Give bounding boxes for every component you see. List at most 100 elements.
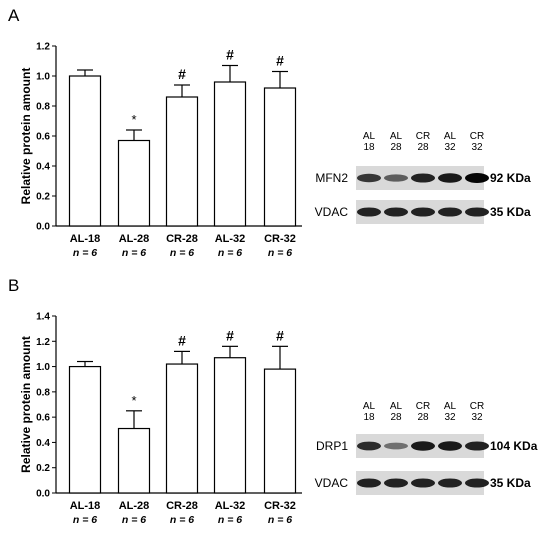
y-tick-label: 1.0 (36, 362, 50, 373)
blot-band (384, 478, 408, 488)
x-category-label: AL-32 (215, 500, 246, 512)
blot-row-label: VDAC (315, 205, 349, 219)
blot-lane-label: 28 (390, 142, 402, 153)
sample-size-label: n = 6 (122, 247, 146, 259)
x-category-label: CR-28 (166, 233, 198, 245)
blot-lane-label: AL (363, 131, 376, 142)
sample-size-label: n = 6 (268, 514, 292, 526)
y-tick-label: 1.4 (36, 312, 50, 323)
y-tick-label: 0.4 (36, 438, 50, 449)
blot-lane-label: 32 (471, 142, 483, 153)
blot-band (465, 478, 489, 488)
bar (117, 427, 151, 494)
significance-star: * (131, 393, 136, 408)
bar (165, 96, 199, 227)
significance-hash: # (276, 327, 284, 343)
blot-lane-label: 32 (444, 412, 456, 423)
blot-row-label: VDAC (315, 476, 349, 490)
blot-lane-label: CR (416, 401, 430, 412)
blot-kda-label: 35 KDa (490, 205, 531, 219)
blot-kda-label: 92 KDa (490, 171, 531, 185)
blot-lane-label: 18 (363, 142, 375, 153)
sample-size-label: n = 6 (73, 247, 97, 259)
sample-size-label: n = 6 (268, 247, 292, 259)
bar (213, 357, 247, 494)
blot-band (357, 441, 381, 451)
significance-hash: # (276, 53, 284, 69)
significance-hash: # (226, 327, 234, 343)
y-tick-label: 0.0 (36, 222, 50, 233)
blot-band (411, 478, 435, 488)
blot-lane-label: AL (390, 131, 403, 142)
blot-lane-label: 18 (363, 412, 375, 423)
blot-lane-label: 28 (417, 142, 429, 153)
y-tick-label: 0.6 (36, 413, 50, 424)
panel-letter-b: B (8, 276, 20, 295)
y-tick-label: 0.0 (36, 489, 50, 500)
y-tick-label: 0.8 (36, 102, 50, 113)
blot-lane-label: CR (416, 131, 430, 142)
blot-lane-label: 28 (417, 412, 429, 423)
y-tick-label: 1.0 (36, 72, 50, 83)
blot-band (438, 441, 462, 451)
blot-band (384, 442, 408, 450)
x-category-label: AL-18 (70, 500, 101, 512)
blot-lane-label: 32 (471, 412, 483, 423)
blot-band (411, 173, 435, 183)
y-tick-label: 0.8 (36, 387, 50, 398)
x-category-label: AL-28 (119, 233, 150, 245)
blot-band (465, 207, 489, 217)
significance-star: * (131, 112, 136, 127)
blot-band (465, 441, 489, 451)
panel-letter-a: A (8, 6, 20, 25)
blot-lane-label: CR (470, 131, 484, 142)
sample-size-label: n = 6 (170, 247, 194, 259)
sample-size-label: n = 6 (218, 514, 242, 526)
x-category-label: CR-32 (264, 233, 296, 245)
sample-size-label: n = 6 (122, 514, 146, 526)
blot-band (465, 173, 489, 183)
sample-size-label: n = 6 (73, 514, 97, 526)
blot-lane-label: AL (390, 401, 403, 412)
blot-band (357, 207, 381, 217)
y-tick-label: 1.2 (36, 337, 50, 348)
blot-band (384, 207, 408, 217)
y-tick-label: 0.2 (36, 192, 50, 203)
blot-row-label: MFN2 (315, 171, 348, 185)
x-category-label: AL-18 (70, 233, 101, 245)
significance-hash: # (178, 66, 186, 82)
blot-band (384, 174, 408, 182)
blot-band (357, 173, 381, 183)
blot-band (438, 173, 462, 183)
blot-band (438, 207, 462, 217)
bar (263, 368, 297, 494)
y-tick-label: 0.4 (36, 162, 50, 173)
y-tick-label: 1.2 (36, 42, 50, 53)
significance-hash: # (226, 47, 234, 63)
bar (165, 363, 199, 494)
blot-band (411, 207, 435, 217)
y-tick-label: 0.2 (36, 463, 50, 474)
blot-band (438, 478, 462, 488)
bar (68, 365, 102, 494)
bar (117, 139, 151, 227)
y-axis-label: Relative protein amount (19, 68, 33, 205)
sample-size-label: n = 6 (218, 247, 242, 259)
blot-lane-label: AL (444, 401, 457, 412)
y-tick-label: 0.6 (36, 132, 50, 143)
blot-lane-label: AL (444, 131, 457, 142)
bar (213, 81, 247, 227)
x-category-label: AL-28 (119, 500, 150, 512)
blot-lane-label: AL (363, 401, 376, 412)
x-category-label: CR-28 (166, 500, 198, 512)
significance-hash: # (178, 332, 186, 348)
blot-band (357, 478, 381, 488)
x-category-label: CR-32 (264, 500, 296, 512)
blot-kda-label: 104 KDa (490, 439, 538, 453)
blot-lane-label: CR (470, 401, 484, 412)
blot-row-label: DRP1 (316, 439, 348, 453)
